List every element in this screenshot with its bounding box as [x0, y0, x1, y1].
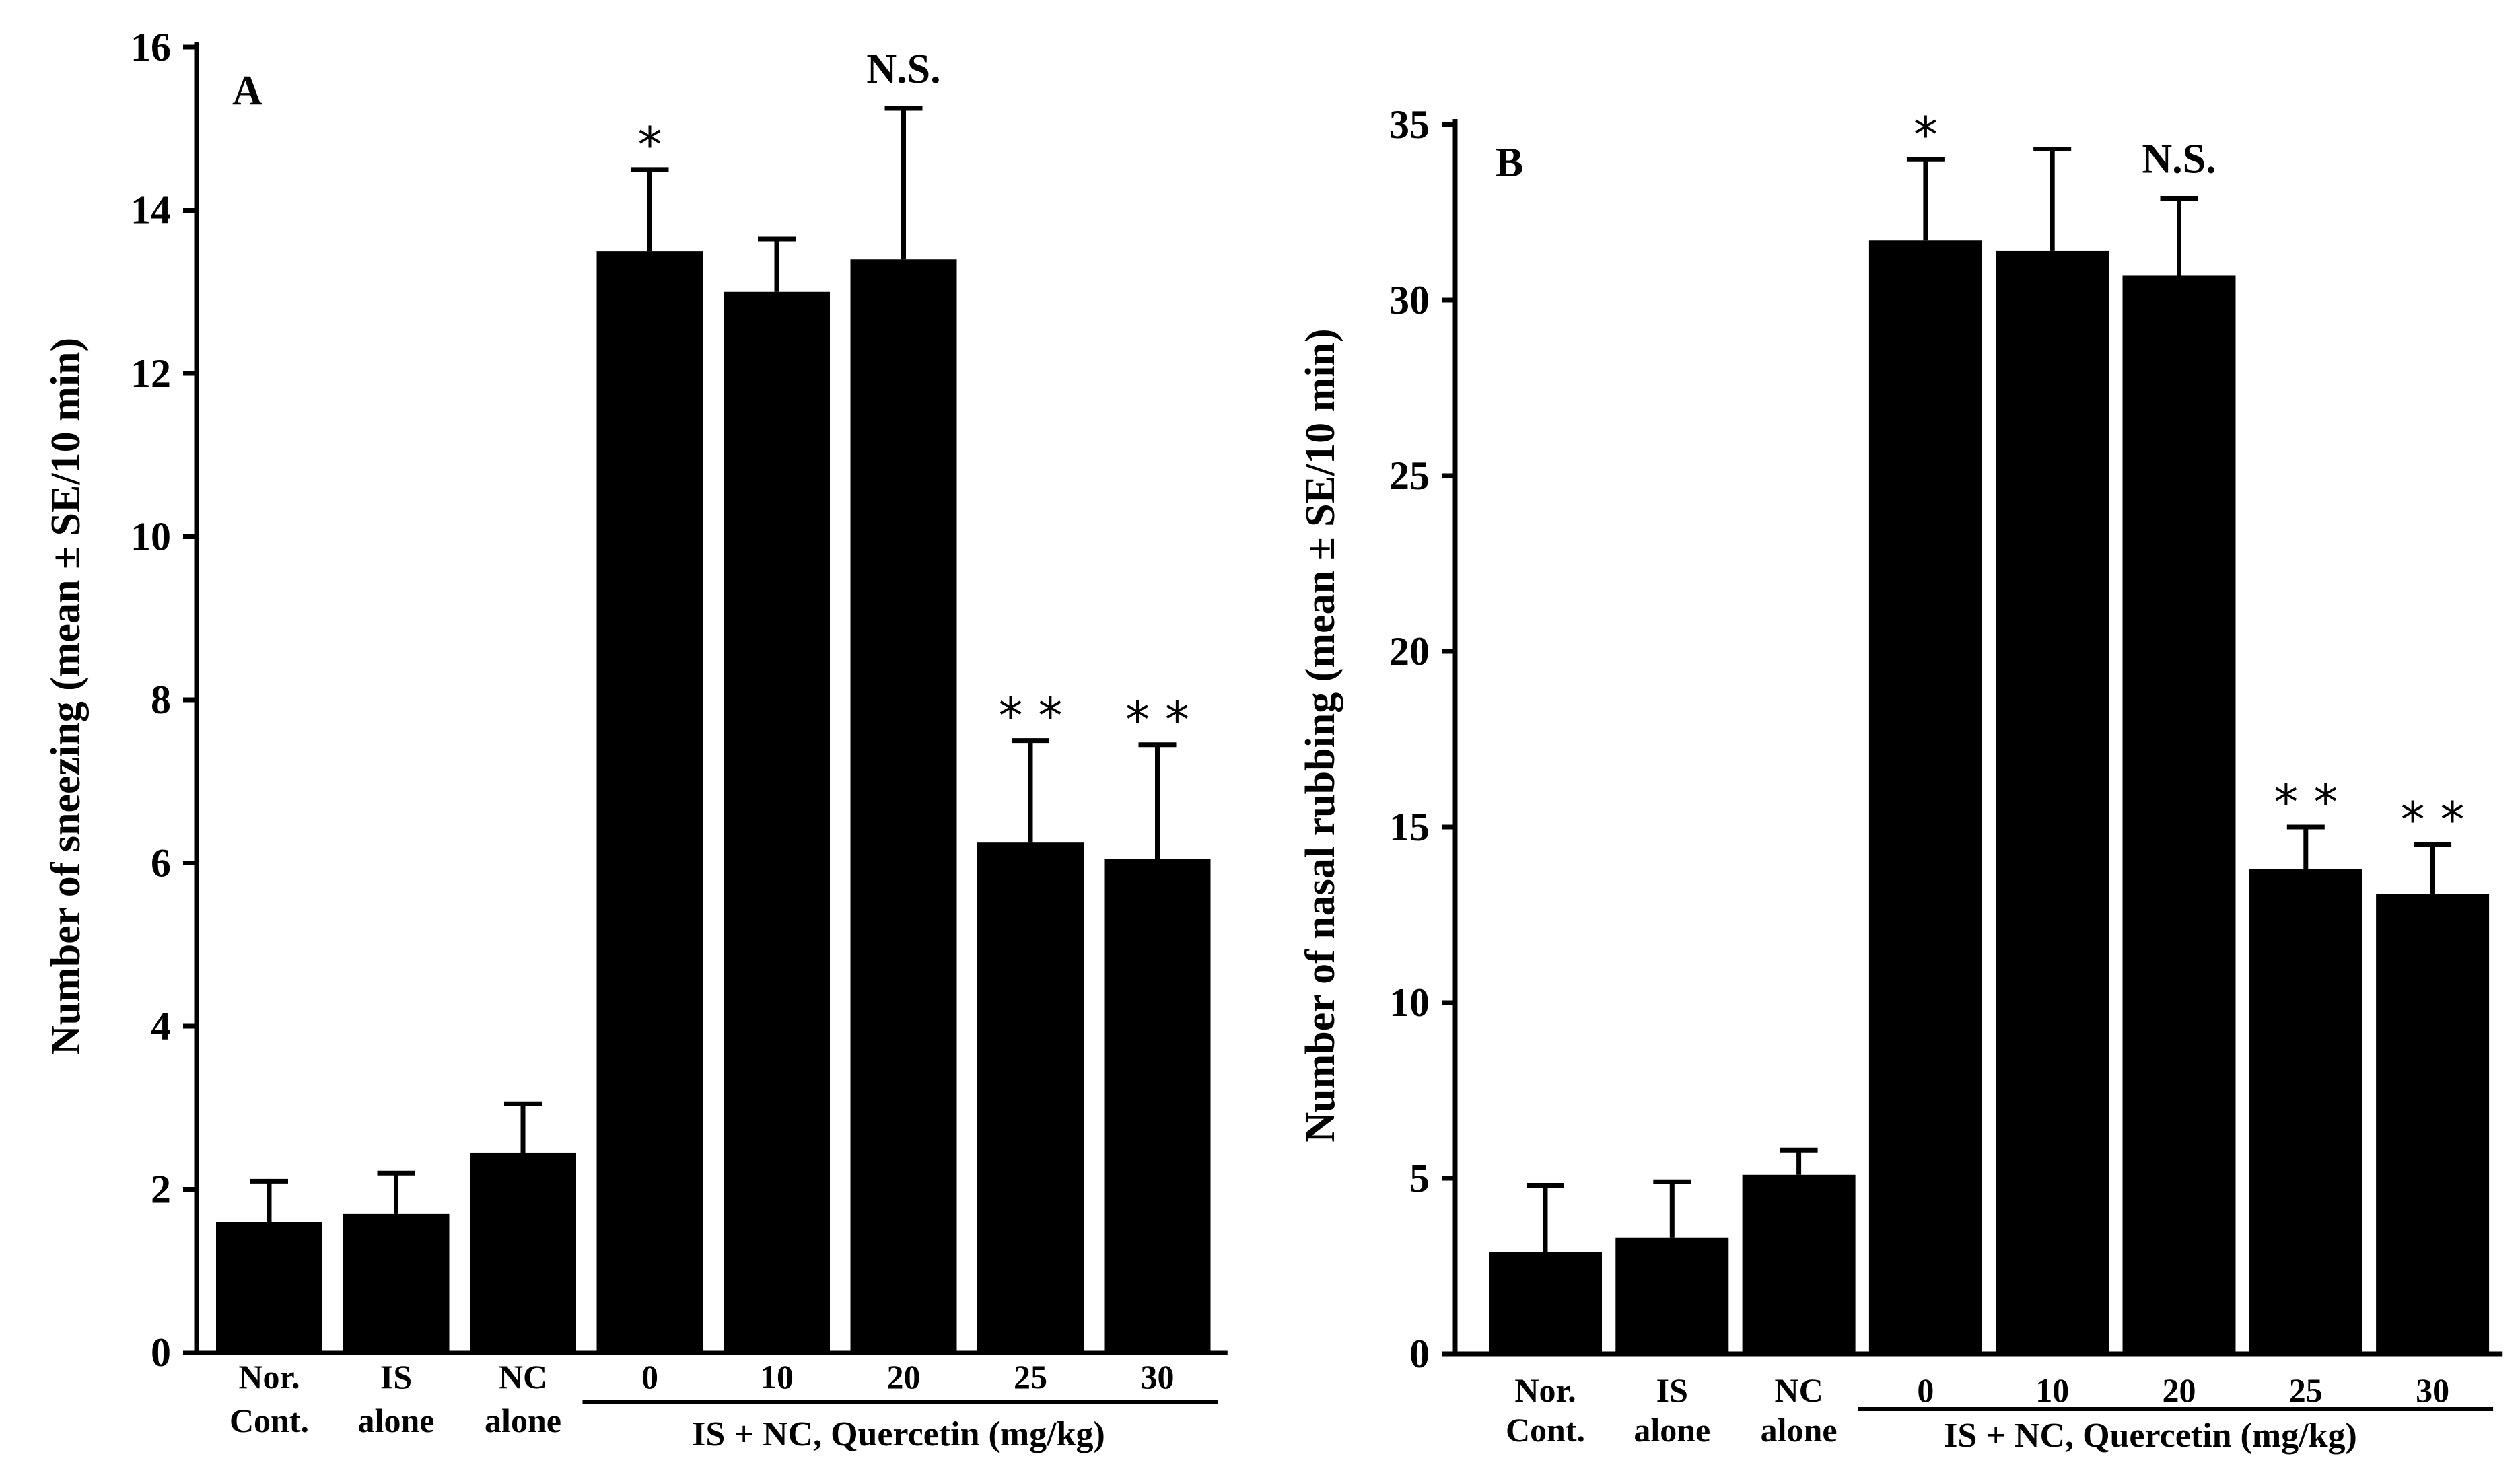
bar	[724, 291, 830, 1353]
error-bar	[1012, 738, 1049, 843]
error-bar	[1527, 1182, 1564, 1252]
significance-annotation: * *	[2401, 791, 2465, 848]
panel-b: B Number of nasal rubbing (mean ± SE/10 …	[1298, 102, 2503, 1455]
x-tick-label-line2: alone	[1634, 1411, 1710, 1449]
significance-annotation: N.S.	[2142, 137, 2216, 182]
bar	[1742, 1174, 1856, 1354]
error-bar	[2160, 196, 2198, 276]
y-tick-label: 16	[131, 25, 171, 69]
bar	[2249, 869, 2362, 1354]
y-tick-label: 12	[131, 351, 171, 396]
error-bar	[758, 236, 796, 292]
significance-annotation: * *	[1125, 692, 1189, 748]
error-bar	[1780, 1147, 1818, 1175]
bar	[1868, 240, 1982, 1354]
y-tick-label: 2	[151, 1167, 171, 1212]
panel-a-plot-area: 0 2 4 6 8 10 12 14 16 Nor. Cont. IS alone NC alone 0 10 2…	[131, 25, 1228, 1439]
x-tick-label: 0	[1917, 1371, 1934, 1409]
x-tick-label: 20	[887, 1358, 921, 1396]
x-tick-label: 0	[641, 1358, 658, 1396]
x-tick-label: IS	[1656, 1371, 1688, 1409]
x-tick-label: 10	[760, 1358, 794, 1396]
bar	[470, 1152, 576, 1353]
significance-annotation: N.S.	[866, 46, 940, 92]
y-tick-label: 4	[151, 1004, 171, 1048]
y-tick-label: 0	[1409, 1332, 1430, 1376]
bar	[2376, 894, 2490, 1354]
y-tick-label: 5	[1409, 1156, 1430, 1200]
bar	[596, 251, 703, 1353]
error-bar	[1138, 742, 1177, 859]
x-tick-label: NC	[1774, 1371, 1823, 1409]
significance-annotation: *	[638, 116, 662, 173]
x-tick-label-line2: Cont.	[1506, 1411, 1585, 1449]
error-bar	[884, 106, 923, 260]
x-tick-label: 25	[1014, 1358, 1047, 1396]
significance-annotation: * *	[999, 688, 1063, 744]
x-tick-label: 10	[2035, 1371, 2069, 1409]
x-tick-label: 20	[2163, 1371, 2196, 1409]
bar	[1489, 1252, 1602, 1354]
bar	[850, 259, 957, 1353]
panel-a-group-label: IS + NC, Quercetin (mg/kg)	[692, 1415, 1105, 1453]
y-tick-label: 25	[1389, 454, 1430, 498]
bar	[977, 842, 1084, 1353]
bar	[1615, 1237, 1729, 1354]
x-tick-label: Nor.	[238, 1358, 300, 1396]
panel-a-letter: A	[232, 68, 262, 114]
panel-a: A Number of sneezing (mean ± SE/10 min) …	[43, 25, 1228, 1453]
y-tick-label: 6	[151, 841, 171, 886]
error-bar	[2033, 147, 2072, 251]
error-bar	[1906, 157, 1945, 241]
x-tick-label: 25	[2289, 1371, 2323, 1409]
y-tick-label: 10	[131, 515, 171, 559]
y-tick-label: 14	[131, 188, 171, 233]
x-tick-label: NC	[499, 1358, 547, 1396]
y-tick-label: 0	[151, 1330, 171, 1375]
error-bar	[2414, 842, 2452, 894]
error-bar	[377, 1170, 415, 1214]
bar	[216, 1222, 322, 1353]
error-bar	[631, 167, 669, 252]
panel-b-letter: B	[1496, 140, 1523, 186]
y-tick-label: 35	[1389, 102, 1430, 147]
x-tick-label: Nor.	[1514, 1371, 1576, 1409]
error-bar	[2286, 824, 2325, 869]
y-tick-label: 15	[1389, 805, 1430, 849]
x-tick-label: 30	[1141, 1358, 1175, 1396]
x-tick-label: IS	[380, 1358, 412, 1396]
bar	[343, 1213, 450, 1353]
panel-b-y-axis-label: Number of nasal rubbing (mean ± SE/10 mi…	[1298, 328, 1343, 1142]
y-tick-label: 8	[151, 678, 171, 722]
x-tick-label-line2: Cont.	[230, 1402, 309, 1439]
significance-annotation: *	[1914, 106, 1938, 163]
y-tick-label: 20	[1389, 629, 1430, 674]
error-bar	[1653, 1179, 1691, 1238]
panel-a-y-axis-label: Number of sneezing (mean ± SE/10 min)	[43, 338, 89, 1055]
bar	[1104, 859, 1211, 1353]
panel-b-group-label: IS + NC, Quercetin (mg/kg)	[1944, 1416, 2357, 1455]
y-tick-label: 30	[1389, 278, 1430, 322]
x-tick-label: 30	[2416, 1371, 2449, 1409]
bar	[2122, 275, 2236, 1355]
x-tick-label-line2: alone	[358, 1402, 435, 1439]
x-tick-label-line2: alone	[1761, 1411, 1838, 1449]
y-tick-label: 10	[1389, 980, 1430, 1025]
error-bar	[250, 1178, 288, 1222]
error-bar	[504, 1101, 542, 1153]
bar	[1996, 250, 2109, 1354]
significance-annotation: * *	[2274, 774, 2338, 830]
x-tick-label-line2: alone	[485, 1402, 561, 1439]
